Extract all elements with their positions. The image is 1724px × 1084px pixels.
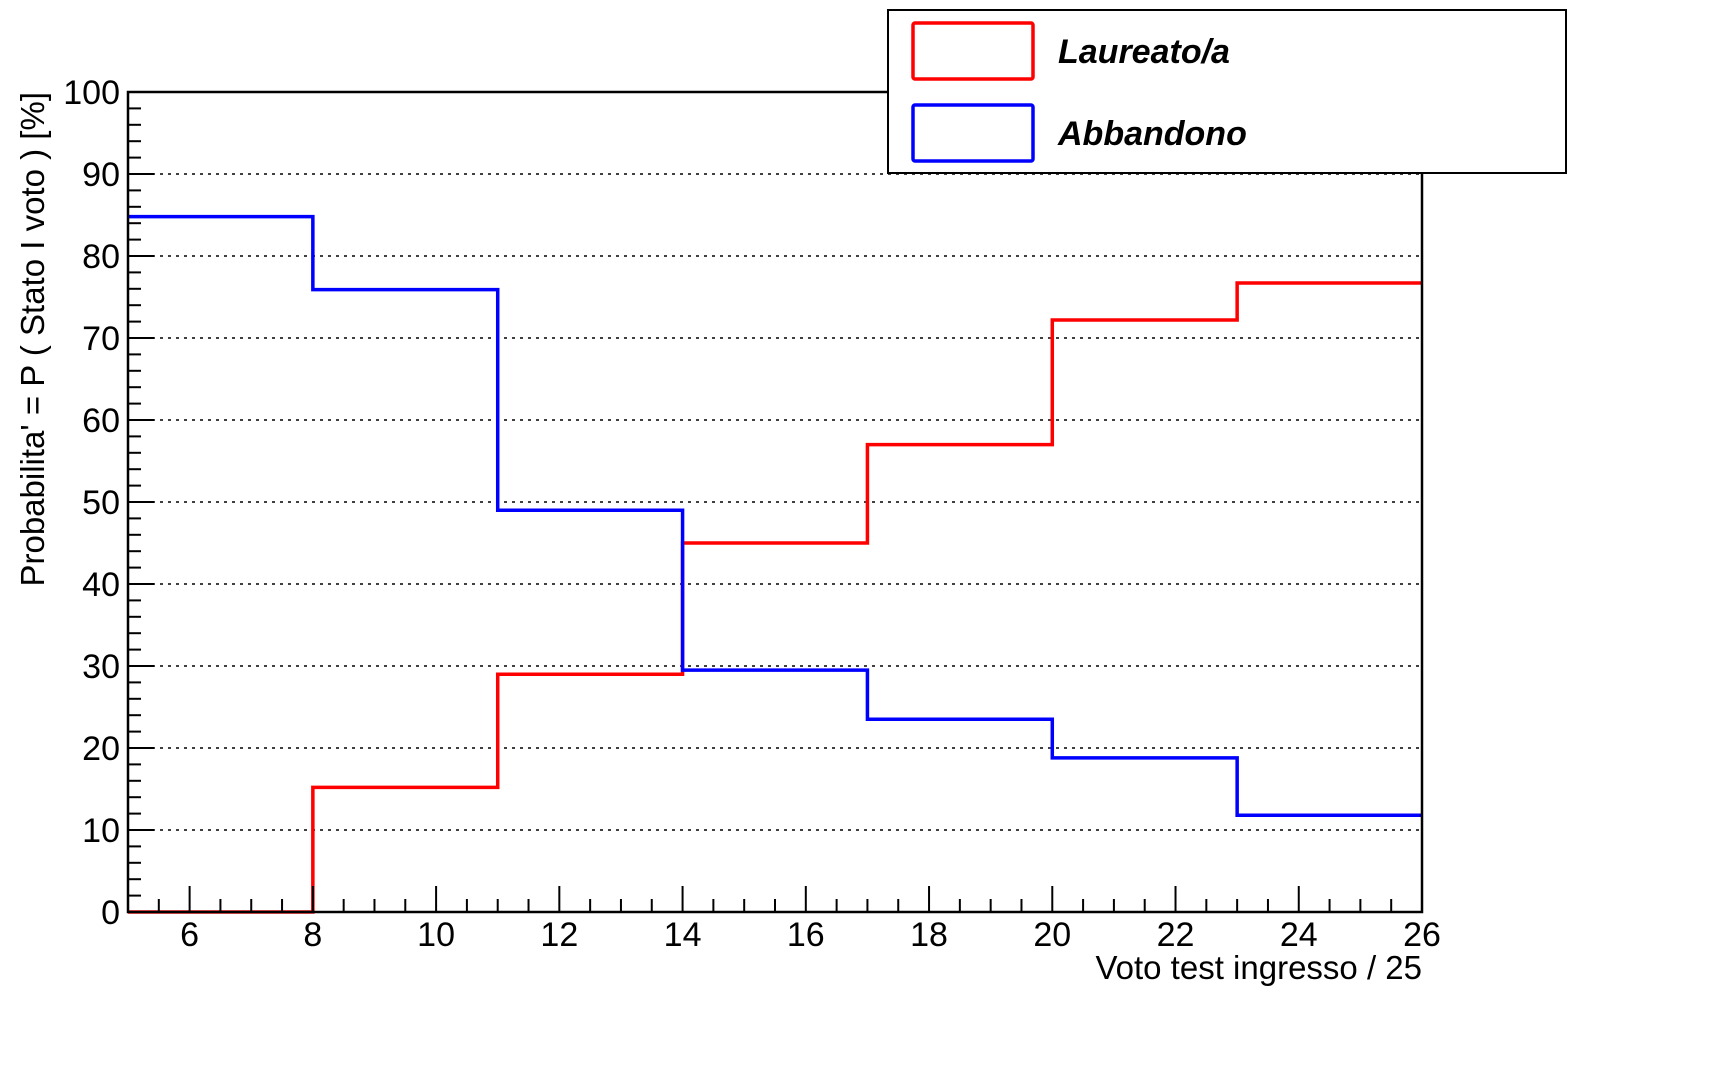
x-tick-label: 26 bbox=[1403, 916, 1441, 954]
series-line-0 bbox=[128, 281, 1422, 914]
y-tick-label: 0 bbox=[101, 894, 120, 932]
legend: Laureato/a Abbandono bbox=[887, 9, 1567, 174]
y-tick-label: 20 bbox=[82, 730, 120, 768]
y-tick-label: 80 bbox=[82, 238, 120, 276]
x-tick-label: 20 bbox=[1033, 916, 1071, 954]
x-tick-label: 8 bbox=[303, 916, 322, 954]
legend-label-1: Abbandono bbox=[1057, 115, 1247, 153]
x-tick-labels: 6 8 10 12 14 16 18 20 22 24 26 bbox=[180, 916, 1441, 954]
grid-lines bbox=[128, 91, 1422, 831]
x-tick-label: 14 bbox=[664, 916, 702, 954]
x-tick-label: 24 bbox=[1280, 916, 1318, 954]
legend-swatch-0 bbox=[911, 21, 1035, 81]
x-tick-label: 12 bbox=[540, 916, 578, 954]
y-axis-title: Probabilita' = P ( Stato I voto ) [%] bbox=[14, 92, 51, 587]
y-tick-label: 10 bbox=[82, 812, 120, 850]
legend-swatch-1 bbox=[911, 103, 1035, 163]
y-tick-label: 70 bbox=[82, 320, 120, 358]
y-tick-label: 50 bbox=[82, 484, 120, 522]
y-tick-label: 40 bbox=[82, 566, 120, 604]
x-tick-label: 16 bbox=[787, 916, 825, 954]
x-axis-title: Voto test ingresso / 25 bbox=[1095, 949, 1422, 986]
y-tick-label: 90 bbox=[82, 156, 120, 194]
y-tick-label: 100 bbox=[63, 74, 120, 112]
x-tick-label: 10 bbox=[417, 916, 455, 954]
x-tick-label: 22 bbox=[1157, 916, 1195, 954]
axis-ticks bbox=[127, 91, 1423, 913]
legend-box bbox=[887, 9, 1567, 174]
legend-label-0: Laureato/a bbox=[1058, 33, 1230, 71]
y-tick-label: 60 bbox=[82, 402, 120, 440]
x-tick-label: 18 bbox=[910, 916, 948, 954]
y-tick-labels: 0 10 20 30 40 50 60 70 80 90 100 bbox=[63, 74, 120, 932]
series-layer bbox=[128, 214, 1422, 914]
y-tick-label: 30 bbox=[82, 648, 120, 686]
x-tick-label: 6 bbox=[180, 916, 199, 954]
series-line-1 bbox=[128, 214, 1422, 817]
